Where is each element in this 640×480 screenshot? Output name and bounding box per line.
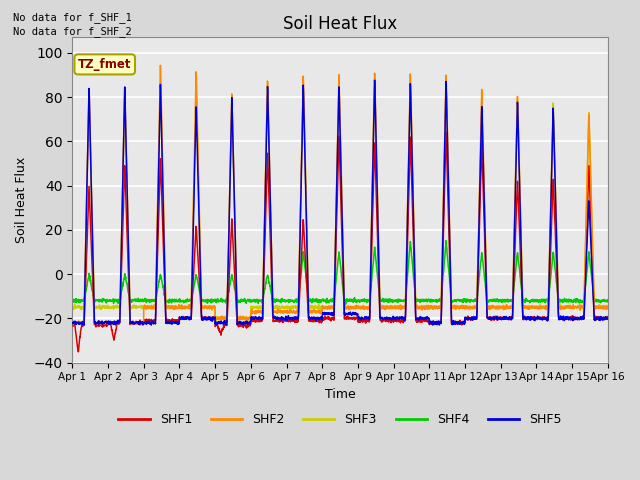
SHF2 (218, 313, 226, 319)
SHF5 (147, 322, 155, 328)
Text: No data for f_SHF_1: No data for f_SHF_1 (13, 12, 132, 23)
SHF1 (496, 314, 504, 320)
SHF2 (68, 320, 76, 325)
SHF1 (68, 322, 76, 327)
SHF2 (572, 304, 580, 310)
SHF3 (572, 304, 580, 310)
SHF3 (356, 306, 364, 312)
SHF3 (557, 307, 564, 312)
SHF3 (604, 303, 612, 309)
SHF5 (367, 246, 375, 252)
SHF3 (218, 316, 225, 322)
SHF3 (496, 305, 504, 311)
SHF2 (356, 304, 364, 310)
Legend: SHF1, SHF2, SHF3, SHF4, SHF5: SHF1, SHF2, SHF3, SHF4, SHF5 (113, 408, 566, 431)
Line: SHF1: SHF1 (72, 132, 608, 352)
SHF1 (604, 315, 612, 321)
SHF4 (367, 284, 375, 290)
X-axis label: Time: Time (324, 388, 355, 401)
SHF4 (218, 296, 225, 302)
Text: TZ_fmet: TZ_fmet (78, 58, 131, 71)
SHF5 (496, 316, 504, 322)
SHF4 (557, 298, 564, 303)
SHF5 (371, 77, 378, 83)
SHF1 (557, 316, 564, 322)
Title: Soil Heat Flux: Soil Heat Flux (283, 15, 397, 33)
SHF1 (367, 265, 375, 271)
SHF1 (218, 328, 226, 334)
SHF2 (604, 306, 612, 312)
SHF4 (604, 297, 612, 302)
SHF5 (557, 316, 564, 322)
SHF3 (367, 237, 375, 243)
SHF1 (572, 316, 580, 322)
SHF5 (218, 320, 226, 326)
SHF4 (572, 300, 580, 305)
SHF2 (496, 304, 504, 310)
SHF2 (557, 306, 564, 312)
SHF3 (371, 77, 378, 83)
Line: SHF4: SHF4 (72, 240, 608, 304)
SHF5 (68, 321, 76, 326)
SHF4 (342, 301, 349, 307)
Y-axis label: Soil Heat Flux: Soil Heat Flux (15, 157, 28, 243)
Line: SHF2: SHF2 (72, 65, 608, 325)
SHF2 (367, 223, 375, 229)
SHF1 (356, 318, 364, 324)
SHF5 (572, 315, 580, 321)
SHF4 (356, 300, 364, 305)
SHF4 (442, 238, 450, 243)
SHF2 (157, 62, 164, 68)
SHF2 (139, 322, 147, 328)
SHF5 (356, 316, 364, 322)
SHF4 (68, 299, 76, 304)
SHF1 (442, 129, 450, 135)
SHF1 (74, 349, 82, 355)
SHF5 (604, 316, 612, 322)
SHF3 (68, 302, 76, 308)
Text: No data for f_SHF_2: No data for f_SHF_2 (13, 26, 132, 37)
Line: SHF5: SHF5 (72, 80, 608, 325)
Line: SHF3: SHF3 (72, 80, 608, 321)
SHF4 (496, 298, 504, 303)
SHF3 (246, 318, 254, 324)
